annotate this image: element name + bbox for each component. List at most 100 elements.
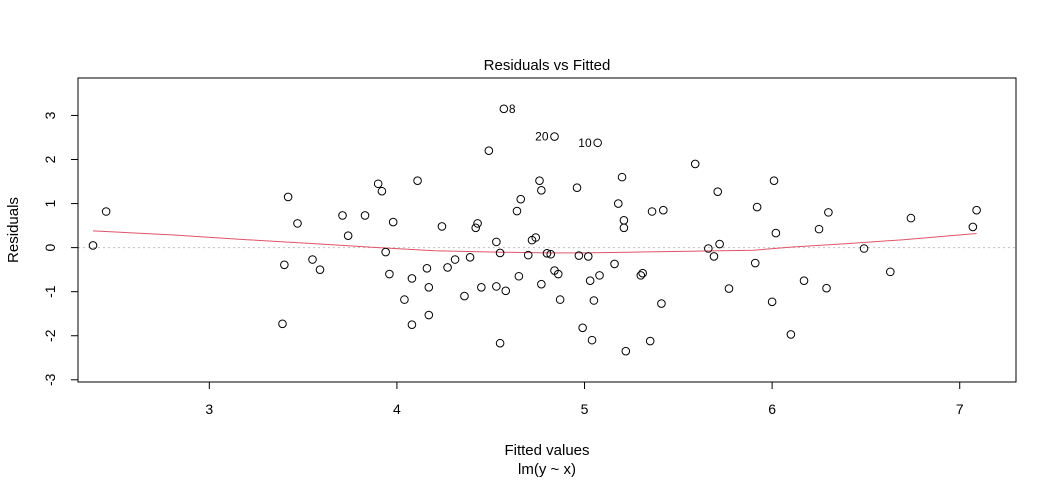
data-point xyxy=(499,104,509,114)
data-point xyxy=(514,271,524,281)
data-point xyxy=(388,217,398,227)
data-point xyxy=(546,249,556,259)
data-point xyxy=(88,241,98,250)
outlier-label: 10 xyxy=(578,136,592,150)
data-point xyxy=(443,263,452,272)
data-point xyxy=(610,259,619,269)
data-point xyxy=(280,260,289,270)
data-point xyxy=(621,346,631,356)
data-point xyxy=(704,244,713,253)
data-point xyxy=(422,264,432,273)
data-point xyxy=(713,187,723,196)
data-point xyxy=(972,205,981,215)
data-point xyxy=(512,206,522,216)
data-point xyxy=(550,132,559,141)
data-point xyxy=(619,223,629,233)
y-tick-label: -2 xyxy=(42,329,58,342)
data-point xyxy=(424,310,434,320)
y-tick-label: -3 xyxy=(42,373,58,386)
x-tick-label: 4 xyxy=(393,401,401,417)
data-point xyxy=(338,211,347,220)
data-point xyxy=(377,186,387,196)
data-point xyxy=(437,222,447,231)
data-point xyxy=(769,176,779,185)
chart-title: Residuals vs Fitted xyxy=(484,57,611,74)
x-tick-label: 7 xyxy=(956,401,964,417)
data-point xyxy=(283,192,293,202)
data-point xyxy=(413,176,422,185)
data-point xyxy=(315,265,325,274)
data-point xyxy=(308,255,317,264)
data-point xyxy=(709,252,719,261)
data-point xyxy=(589,296,599,305)
x-tick-label: 6 xyxy=(768,401,776,417)
x-tick-label: 5 xyxy=(581,401,589,417)
data-point xyxy=(492,237,501,247)
data-point xyxy=(360,211,370,220)
y-tick-label: 3 xyxy=(42,111,58,119)
data-point xyxy=(799,276,809,285)
plot-frame xyxy=(77,77,1017,383)
outlier-label: 8 xyxy=(509,102,516,116)
x-tick-label: 3 xyxy=(205,401,213,417)
data-point xyxy=(535,176,544,185)
data-point xyxy=(886,267,895,277)
y-tick-label: 1 xyxy=(42,199,58,207)
data-point xyxy=(343,231,353,241)
data-point xyxy=(593,138,602,148)
data-point xyxy=(814,224,824,234)
data-point xyxy=(424,282,434,292)
outlier-label: 20 xyxy=(535,130,549,144)
data-point xyxy=(715,239,724,249)
data-point xyxy=(613,199,623,208)
y-axis-label: Residuals xyxy=(5,197,22,263)
data-point xyxy=(400,295,409,304)
y-axis: -3 -2 -1 0 1 2 3 xyxy=(42,111,78,386)
data-point xyxy=(906,213,916,223)
data-point xyxy=(645,336,655,346)
data-point xyxy=(465,253,475,262)
data-point xyxy=(771,228,781,238)
data-point xyxy=(968,222,978,232)
data-point xyxy=(822,283,831,293)
data-point xyxy=(659,205,668,215)
data-point xyxy=(617,172,627,182)
data-point xyxy=(495,248,505,258)
data-point xyxy=(578,323,587,333)
data-point xyxy=(516,194,526,204)
data-point xyxy=(537,279,546,289)
data-point xyxy=(647,207,657,216)
data-point xyxy=(750,258,760,268)
data-point xyxy=(553,269,563,279)
data-point xyxy=(555,295,565,304)
data-point xyxy=(450,255,460,264)
data-point xyxy=(859,244,869,253)
data-point xyxy=(278,319,287,329)
data-point xyxy=(572,183,582,193)
residual-points xyxy=(88,104,981,356)
data-point xyxy=(495,338,505,348)
data-point xyxy=(574,251,584,260)
y-tick-label: 2 xyxy=(42,155,58,163)
data-point xyxy=(385,269,394,279)
data-point xyxy=(473,219,482,228)
data-point xyxy=(537,186,546,195)
data-point xyxy=(523,250,533,260)
x-axis: 3 4 5 6 7 xyxy=(205,382,964,417)
data-point xyxy=(407,274,417,283)
data-point xyxy=(407,320,417,330)
y-tick-label: -1 xyxy=(42,285,58,298)
data-point xyxy=(724,284,734,293)
y-tick-label: 0 xyxy=(42,244,58,252)
data-point xyxy=(101,207,111,216)
data-point xyxy=(460,291,469,301)
data-point xyxy=(767,297,777,307)
data-point xyxy=(381,247,390,257)
data-point xyxy=(786,330,796,339)
data-point xyxy=(531,233,541,242)
data-point xyxy=(501,286,511,296)
data-point xyxy=(638,268,647,278)
smooth-curve xyxy=(92,230,977,254)
data-point xyxy=(373,179,383,189)
